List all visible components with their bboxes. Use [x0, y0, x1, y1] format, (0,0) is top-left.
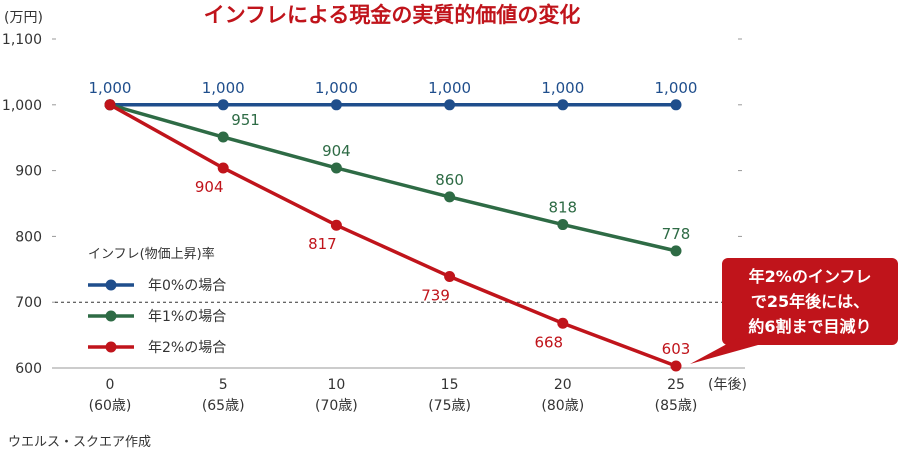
x-tick-sublabel: (60歳): [89, 398, 132, 414]
data-point: [217, 162, 229, 174]
x-tick-label: 0: [106, 377, 115, 393]
legend-label: 年0%の場合: [148, 278, 226, 294]
x-tick-label: 10: [327, 377, 345, 393]
data-point: [557, 317, 569, 329]
data-label: 904: [322, 142, 351, 160]
data-point: [444, 99, 456, 111]
callout-box: [722, 258, 898, 345]
x-tick-sublabel: (70歳): [315, 398, 358, 414]
data-point: [217, 99, 229, 111]
legend-label: 年1%の場合: [148, 309, 226, 325]
x-tick-sublabel: (75歳): [428, 398, 471, 414]
data-point: [444, 271, 456, 283]
data-point: [670, 245, 682, 257]
x-tick-sublabel: (65歳): [202, 398, 245, 414]
y-axis-unit-label: (万円): [4, 10, 43, 26]
y-tick-label: 600: [15, 361, 42, 377]
x-tick-label: 25: [667, 377, 685, 393]
series-line: [109, 103, 677, 253]
data-point: [330, 219, 342, 231]
x-tick-sublabel: (80歳): [541, 398, 584, 414]
data-point: [670, 99, 682, 111]
data-label: 1,000: [202, 79, 245, 97]
x-tick-labels: 0 (60歳) 5 (65歳) 10 (70歳) 15 (75歳) 20 (80歳) 25 (85歳): [89, 377, 698, 414]
y-tick-label: 1,000: [2, 98, 42, 114]
data-label: 1,000: [655, 79, 698, 97]
data-point: [444, 191, 456, 203]
x-tick-label: 5: [219, 377, 228, 393]
grid-layer: [52, 38, 745, 369]
data-label: 818: [548, 199, 577, 217]
series-layer: 1,000 1,000 1,000 1,000 1,000 1,000 951 904 860 8…: [89, 79, 698, 372]
legend-title: インフレ(物価上昇)率: [88, 246, 215, 262]
data-point: [330, 162, 342, 174]
series-line: [109, 103, 677, 368]
callout-text-line: で25年後には、: [751, 292, 869, 311]
data-label: 668: [534, 333, 563, 351]
data-label: 1,000: [89, 79, 132, 97]
chart-title: インフレによる現金の実質的価値の変化: [204, 3, 581, 27]
data-label: 904: [195, 178, 224, 196]
data-label: 951: [231, 111, 260, 129]
y-tick-label: 800: [15, 229, 42, 245]
legend-label: 年2%の場合: [148, 340, 226, 356]
data-point: [104, 99, 116, 111]
callout-text-line: 約6割まで目減り: [748, 317, 871, 336]
source-note: ウエルス・スクエア作成: [8, 435, 151, 450]
y-tick-label: 1,100: [2, 32, 42, 48]
data-label: 739: [421, 287, 450, 305]
legend-marker: [105, 310, 117, 322]
callout-pointer: [690, 338, 758, 364]
data-label: 603: [662, 340, 691, 358]
data-label: 860: [435, 171, 464, 189]
x-tick-sublabel: (85歳): [655, 398, 698, 414]
legend-marker: [105, 279, 117, 291]
data-point: [557, 219, 569, 231]
x-axis-unit-label: (年後): [708, 377, 747, 393]
data-point: [330, 99, 342, 111]
data-label: 1,000: [541, 79, 584, 97]
data-label: 778: [662, 225, 691, 243]
data-label: 1,000: [428, 79, 471, 97]
y-tick-labels: 600 700 800 900 1,000 1,100: [2, 32, 42, 377]
data-point: [557, 99, 569, 111]
x-tick-label: 15: [441, 377, 459, 393]
data-point: [670, 360, 682, 372]
data-label: 1,000: [315, 79, 358, 97]
x-tick-label: 20: [554, 377, 572, 393]
data-point: [217, 131, 229, 143]
data-label: 817: [308, 235, 337, 253]
y-tick-label: 900: [15, 164, 42, 180]
y-tick-label: 700: [15, 295, 42, 311]
callout-text-line: 年2%のインフレ: [749, 267, 872, 286]
legend-marker: [105, 341, 117, 353]
